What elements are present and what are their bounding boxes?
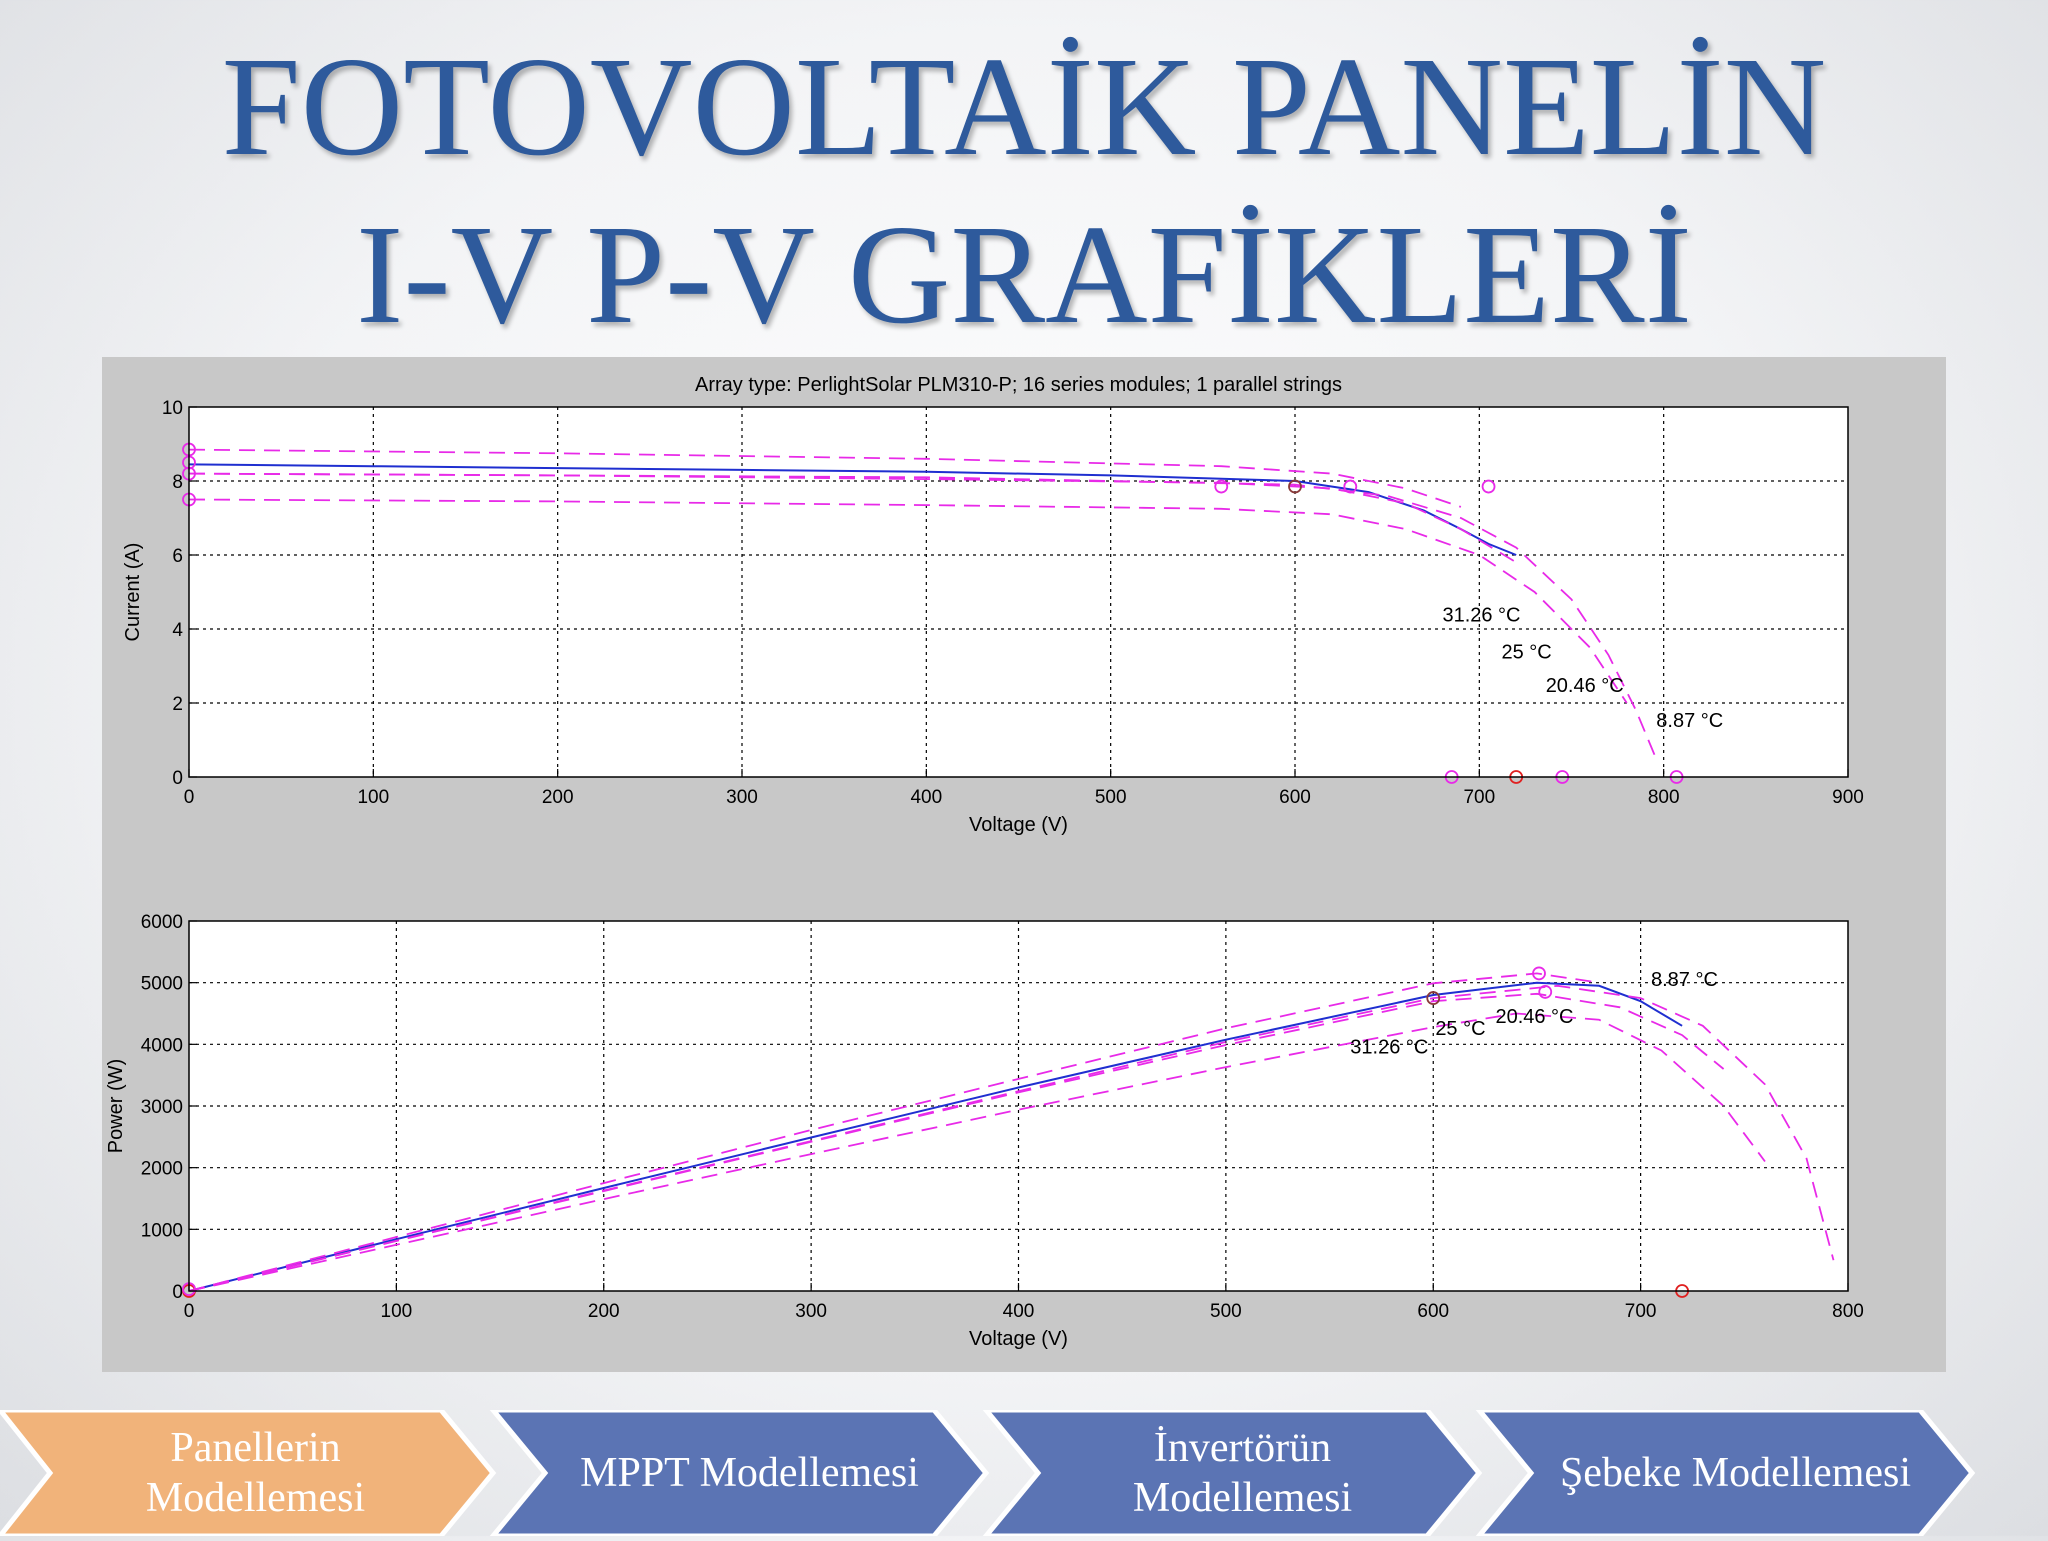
temperature-annotation: 31.26 °C [1442, 605, 1520, 627]
x-tick-label: 400 [1003, 1301, 1035, 1322]
process-step-4[interactable]: Şebeke Modellemesi [1531, 1410, 1940, 1536]
x-tick-label: 0 [184, 1301, 195, 1322]
process-step-3[interactable]: İnvertörün Modellemesi [1038, 1410, 1447, 1536]
process-step-2[interactable]: MPPT Modellemesi [545, 1410, 954, 1536]
series-line-dashed [188, 448, 1462, 508]
series-line-dashed [188, 984, 1835, 1292]
y-tick-label: 2000 [141, 1159, 183, 1180]
temperature-annotation: 8.87 °C [1656, 710, 1723, 732]
series-line-dashed [188, 972, 1600, 1292]
y-tick-label: 3000 [141, 1097, 183, 1118]
process-bar: Panellerin Modellemesi MPPT Modellemesi İnv… [0, 1407, 2048, 1539]
data-marker [1343, 479, 1358, 494]
y-tick-label: 4000 [141, 1035, 183, 1056]
series-line-solid [188, 981, 1683, 1292]
matlab-figure: 0 100 200 300 400 500 600 700 800 900 0 2 4 6 8 10 31.26… [102, 357, 1946, 1372]
process-step-label: Panellerin Modellemesi [146, 1423, 365, 1523]
y-tick-label: 0 [172, 1282, 183, 1303]
x-tick-label: 0 [184, 787, 195, 808]
temperature-annotation: 8.87 °C [1651, 969, 1718, 991]
x-tick-label: 400 [910, 787, 942, 808]
x-tick-label: 800 [1832, 1301, 1864, 1322]
series-line-dashed [188, 1012, 1766, 1292]
series-line-dashed [188, 498, 1628, 704]
series-line-dashed [188, 472, 1656, 756]
y-axis-label: Power (W) [105, 1059, 127, 1153]
x-tick-label: 500 [1095, 787, 1127, 808]
process-step-label-line2: Modellemesi [145, 1475, 366, 1521]
data-marker [1214, 479, 1229, 494]
process-step-label-line2: Modellemesi [1132, 1475, 1353, 1521]
temperature-annotation: 25 °C [1501, 642, 1551, 664]
x-tick-label: 500 [1210, 1301, 1242, 1322]
title-line-2: I-V P-V GRAFİKLERİ [356, 195, 1692, 353]
y-tick-label: 10 [162, 398, 183, 419]
x-tick-label: 300 [795, 1301, 827, 1322]
y-axis-label: Current (A) [122, 543, 144, 642]
y-tick-label: 6 [172, 546, 183, 567]
data-marker [1538, 985, 1553, 999]
x-tick-label: 300 [726, 787, 758, 808]
data-marker [1532, 966, 1546, 981]
chart-title: Array type: PerlightSolar PLM310-P; 16 s… [695, 374, 1342, 396]
x-tick-label: 700 [1625, 1301, 1657, 1322]
temperature-annotation: 20.46 °C [1495, 1006, 1573, 1028]
process-step-label: MPPT Modellemesi [580, 1448, 919, 1498]
x-tick-label: 800 [1648, 787, 1680, 808]
x-axis-label: Voltage (V) [969, 814, 1068, 836]
y-tick-label: 2 [172, 694, 183, 715]
temperature-annotation: 31.26 °C [1350, 1037, 1428, 1059]
x-tick-label: 600 [1417, 1301, 1449, 1322]
data-marker [1426, 991, 1441, 1005]
x-axis-label: Voltage (V) [969, 1328, 1068, 1350]
x-tick-label: 200 [542, 787, 574, 808]
chart-1: 0 100 200 300 400 500 600 700 800 900 0 2 4 6 8 10 31.26… [122, 374, 1864, 836]
y-tick-label: 5000 [141, 974, 183, 995]
process-step-label-line1: Panellerin [170, 1425, 341, 1471]
process-step-1[interactable]: Panellerin Modellemesi [50, 1410, 461, 1536]
x-tick-label: 600 [1279, 787, 1311, 808]
axes-box [188, 920, 1849, 1292]
y-tick-label: 0 [172, 768, 183, 789]
process-step-label: Şebeke Modellemesi [1560, 1448, 1911, 1498]
process-step-label-line1: MPPT Modellemesi [580, 1450, 919, 1496]
temperature-annotation: 25 °C [1435, 1018, 1485, 1040]
y-tick-label: 8 [172, 472, 183, 493]
process-step-label-line1: Şebeke Modellemesi [1559, 1450, 1912, 1496]
slide-title: FOTOVOLTAİK PANELİN I-V P-V GRAFİKLERİ [0, 22, 2048, 358]
y-tick-label: 6000 [141, 912, 183, 933]
x-tick-label: 100 [381, 1301, 413, 1322]
x-tick-label: 100 [357, 787, 389, 808]
x-tick-label: 900 [1832, 787, 1864, 808]
y-tick-label: 4 [172, 620, 183, 641]
process-step-label: İnvertörün Modellemesi [1133, 1423, 1352, 1523]
x-tick-label: 200 [588, 1301, 620, 1322]
data-marker [1288, 479, 1302, 494]
axes-box [188, 406, 1849, 778]
title-line-1: FOTOVOLTAİK PANELİN [221, 27, 1827, 185]
y-tick-label: 1000 [141, 1220, 183, 1241]
process-step-label-line1: İnvertörün [1153, 1425, 1332, 1471]
temperature-annotation: 20.46 °C [1546, 675, 1624, 697]
data-marker [1481, 479, 1496, 494]
iv-pv-charts: 0 100 200 300 400 500 600 700 800 900 0 2 4 6 8 10 31.26… [105, 374, 1864, 1350]
x-tick-label: 700 [1463, 787, 1495, 808]
plot-area [189, 407, 1848, 777]
chart-2: 0 100 200 300 400 500 600 700 800 0 1000 2000 3000 40… [105, 912, 1864, 1350]
